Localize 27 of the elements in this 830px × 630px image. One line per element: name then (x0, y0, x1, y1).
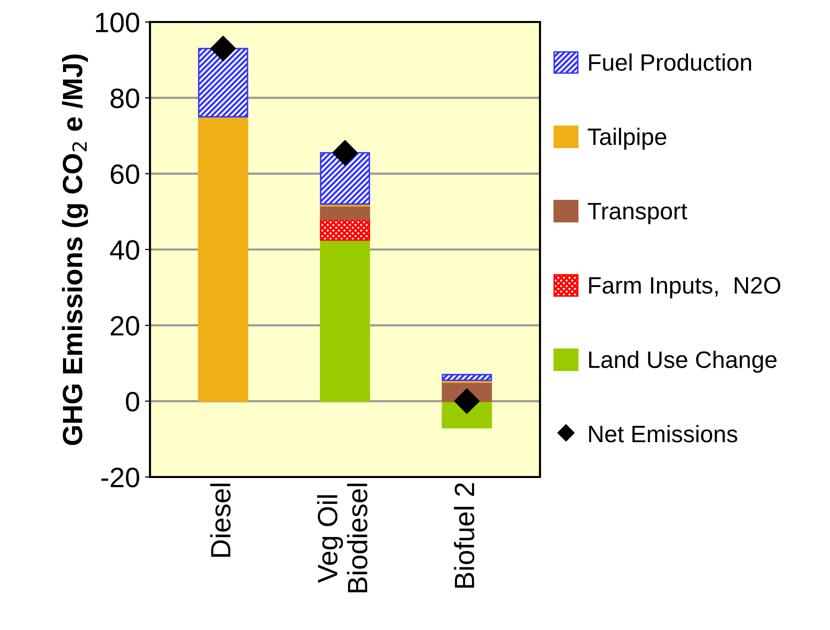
legend-label: Farm Inputs, N2O (589, 277, 780, 298)
bar (198, 48, 248, 118)
bar (320, 205, 370, 220)
bar (320, 218, 370, 241)
y-tick-label: 100 (96, 12, 140, 32)
y-tick-label: 20 (110, 316, 140, 336)
y-tick-label: 0 (126, 392, 140, 412)
y-tick-label: 60 (110, 164, 140, 184)
legend-label: Fuel Production (589, 53, 752, 71)
legend-label: Net Emissions (589, 425, 738, 442)
legend-label: Land Use Change (589, 350, 777, 373)
x-tick-label: Veg Oil Biodiesel (317, 484, 368, 592)
bar (442, 374, 492, 382)
bar (320, 239, 370, 402)
point (210, 36, 236, 62)
y-tick-label: -20 (101, 468, 140, 488)
y-axis-title: GHG Emissions (g CO$_{2}$ e /MJ) (62, 54, 88, 446)
legend-label: Tailpipe (588, 128, 666, 150)
bar (198, 116, 248, 402)
point (332, 140, 358, 166)
y-tick-label: 40 (110, 240, 140, 260)
x-tick-label: Biofuel 2 (454, 483, 474, 588)
y-tick-label: 80 (110, 88, 140, 108)
bar (320, 152, 370, 205)
point (454, 388, 480, 414)
x-tick-label: Diesel (210, 484, 231, 557)
legend-label: Transport (588, 202, 688, 224)
